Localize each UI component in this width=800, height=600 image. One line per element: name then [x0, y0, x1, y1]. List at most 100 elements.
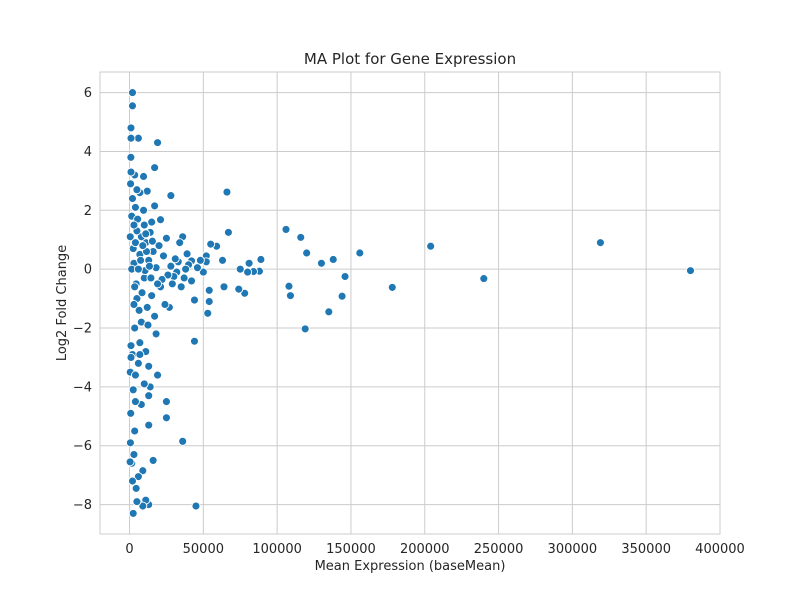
y-tick-label: 0 [84, 263, 92, 278]
data-point [302, 248, 312, 258]
data-point [355, 248, 365, 258]
x-tick-label: 350000 [621, 542, 671, 557]
data-point [218, 255, 227, 265]
data-point [138, 501, 148, 511]
data-point [145, 261, 154, 271]
data-point [138, 241, 148, 251]
data-point [139, 205, 148, 215]
y-tick-label: −2 [73, 322, 92, 337]
data-point [139, 172, 148, 181]
data-point [166, 191, 176, 201]
data-point [129, 300, 139, 309]
data-point [126, 133, 136, 143]
data-point [128, 508, 138, 518]
data-point [135, 338, 145, 348]
x-tick-label: 300000 [548, 542, 598, 557]
data-point [130, 397, 140, 407]
data-point [126, 152, 136, 162]
data-point [129, 220, 139, 230]
data-point [146, 273, 156, 283]
data-point [324, 307, 334, 317]
data-point [296, 232, 306, 242]
data-point [126, 179, 136, 189]
data-point [150, 311, 160, 321]
data-point [130, 238, 140, 248]
data-point [150, 163, 160, 173]
data-point [161, 233, 171, 243]
data-point [337, 291, 347, 301]
data-point [204, 285, 214, 295]
data-point [137, 288, 147, 298]
data-point [160, 300, 170, 309]
y-tick-label: 6 [84, 86, 92, 101]
x-tick-label: 150000 [326, 542, 376, 557]
data-point [181, 264, 191, 274]
y-tick-label: 4 [84, 145, 92, 160]
data-point [139, 220, 149, 230]
data-point [285, 291, 295, 301]
data-point [204, 297, 214, 306]
x-tick-label: 250000 [474, 542, 524, 557]
data-point [141, 229, 151, 239]
data-point [126, 352, 136, 362]
data-point [139, 379, 149, 389]
y-tick-label: 2 [84, 204, 92, 219]
data-point [128, 101, 137, 111]
data-point [136, 255, 146, 265]
data-point [387, 282, 397, 292]
data-point [153, 279, 163, 289]
data-point [128, 88, 137, 98]
data-point [328, 254, 338, 264]
data-point [191, 501, 201, 511]
chart-title: MA Plot for Gene Expression [304, 50, 516, 68]
data-point [176, 282, 186, 292]
data-point [244, 258, 254, 268]
data-point [426, 241, 436, 251]
data-point [316, 258, 326, 268]
data-point [147, 217, 157, 227]
data-point [161, 413, 171, 423]
y-axis-title: Log2 Fold Change [55, 245, 70, 361]
data-point [133, 264, 143, 274]
plot-frame [99, 71, 721, 535]
data-point [192, 263, 202, 273]
data-point [142, 186, 152, 196]
data-point [130, 323, 140, 333]
data-point [138, 466, 148, 476]
data-point [144, 361, 154, 371]
x-tick-label: 100000 [252, 542, 302, 557]
data-point [479, 274, 489, 284]
x-tick-label: 50000 [183, 542, 224, 557]
x-axis-title: Mean Expression (baseMean) [315, 559, 506, 574]
data-point [153, 370, 163, 380]
data-point [182, 249, 192, 259]
y-tick-label: −8 [73, 498, 92, 513]
data-point [126, 341, 136, 351]
data-point [148, 455, 158, 465]
data-point [161, 397, 171, 407]
data-point [198, 267, 208, 277]
data-point [190, 336, 199, 346]
data-point [135, 350, 145, 359]
data-point [144, 420, 154, 430]
data-point [147, 291, 157, 301]
data-point [686, 266, 695, 276]
data-point [595, 238, 605, 248]
data-point [243, 267, 253, 277]
data-point [134, 305, 144, 315]
data-point [159, 251, 168, 261]
data-point [187, 276, 196, 286]
data-point [150, 201, 160, 211]
x-tick-label: 0 [125, 542, 133, 557]
data-point [170, 254, 180, 264]
data-point [222, 187, 232, 197]
data-point [125, 438, 135, 448]
data-point [133, 358, 143, 368]
data-point [281, 224, 291, 234]
data-point [132, 185, 142, 195]
data-point [128, 385, 138, 395]
data-point [234, 284, 244, 294]
y-tick-labels: −8 −6 −4 −2 0 2 4 6 [73, 86, 92, 513]
data-point [203, 308, 213, 318]
data-point [190, 295, 199, 305]
